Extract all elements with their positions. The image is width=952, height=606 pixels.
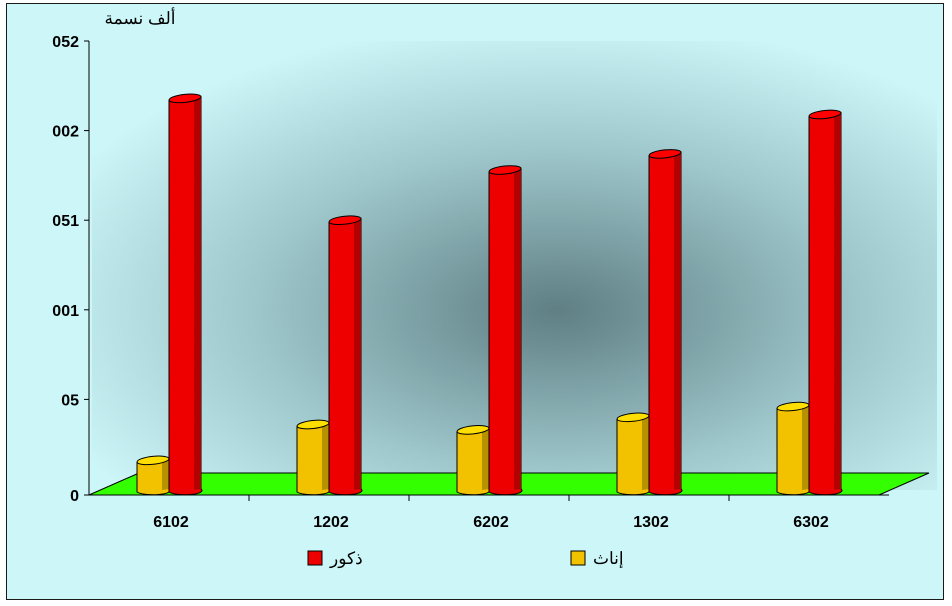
y-tick-label: 052 (52, 34, 79, 51)
y-tick-label: 002 (52, 124, 79, 141)
bar-males-1202 (328, 215, 363, 496)
bar-females-6202 (456, 425, 491, 496)
legend-swatch-females (570, 550, 586, 566)
legend-label-males: ذكور (329, 549, 363, 569)
bar-males-6202 (488, 165, 523, 496)
bar-males-6302 (808, 109, 843, 496)
y-tick-label: 001 (52, 303, 79, 320)
bar-females-6302 (776, 401, 811, 496)
x-tick-label: 6202 (473, 514, 509, 531)
x-ticks: 6102 1202 6202 1302 6302 (153, 495, 829, 531)
bar-females-1202 (296, 419, 331, 496)
bar-females-6102 (136, 455, 171, 496)
x-tick-label: 1202 (313, 514, 349, 531)
bar-females-1302 (616, 412, 651, 496)
legend-swatch-males (307, 550, 323, 566)
y-unit-label: ألف نسمة (104, 7, 175, 28)
x-tick-label: 1302 (633, 514, 669, 531)
chart-svg: ألف نسمة 0 05 001 051 002 052 6102 1202 6202 130… (52, 7, 937, 569)
y-ticks: 0 05 001 051 002 052 (52, 34, 89, 505)
x-tick-label: 6302 (793, 514, 829, 531)
chart-frame: ألف نسمة 0 05 001 051 002 052 6102 1202 6202 130… (6, 3, 944, 600)
bar-males-6102 (168, 93, 203, 496)
y-tick-label: 05 (61, 392, 79, 409)
y-tick-label: 0 (70, 488, 79, 505)
bars (136, 93, 843, 496)
legend: ذكور إناث (307, 549, 624, 569)
x-tick-label: 6102 (153, 514, 189, 531)
bar-males-1302 (648, 149, 683, 496)
y-tick-label: 051 (52, 213, 79, 230)
legend-label-females: إناث (593, 549, 624, 568)
